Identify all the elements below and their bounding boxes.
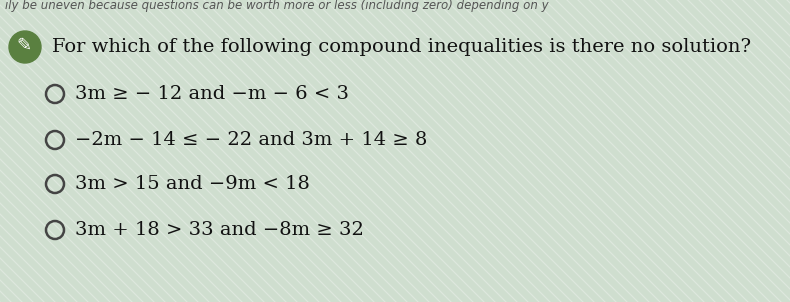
Text: For which of the following compound inequalities is there no solution?: For which of the following compound ineq… [52, 38, 751, 56]
Circle shape [9, 31, 41, 63]
Text: ily be uneven because questions can be worth more or less (including zero) depen: ily be uneven because questions can be w… [5, 0, 548, 12]
Text: −2m − 14 ≤ − 22 and 3m + 14 ≥ 8: −2m − 14 ≤ − 22 and 3m + 14 ≥ 8 [75, 131, 427, 149]
Text: 3m ≥ − 12 and −m − 6 < 3: 3m ≥ − 12 and −m − 6 < 3 [75, 85, 349, 103]
Text: 3m > 15 and −9m < 18: 3m > 15 and −9m < 18 [75, 175, 310, 193]
Text: ✎: ✎ [17, 37, 32, 55]
Text: 3m + 18 > 33 and −8m ≥ 32: 3m + 18 > 33 and −8m ≥ 32 [75, 221, 364, 239]
